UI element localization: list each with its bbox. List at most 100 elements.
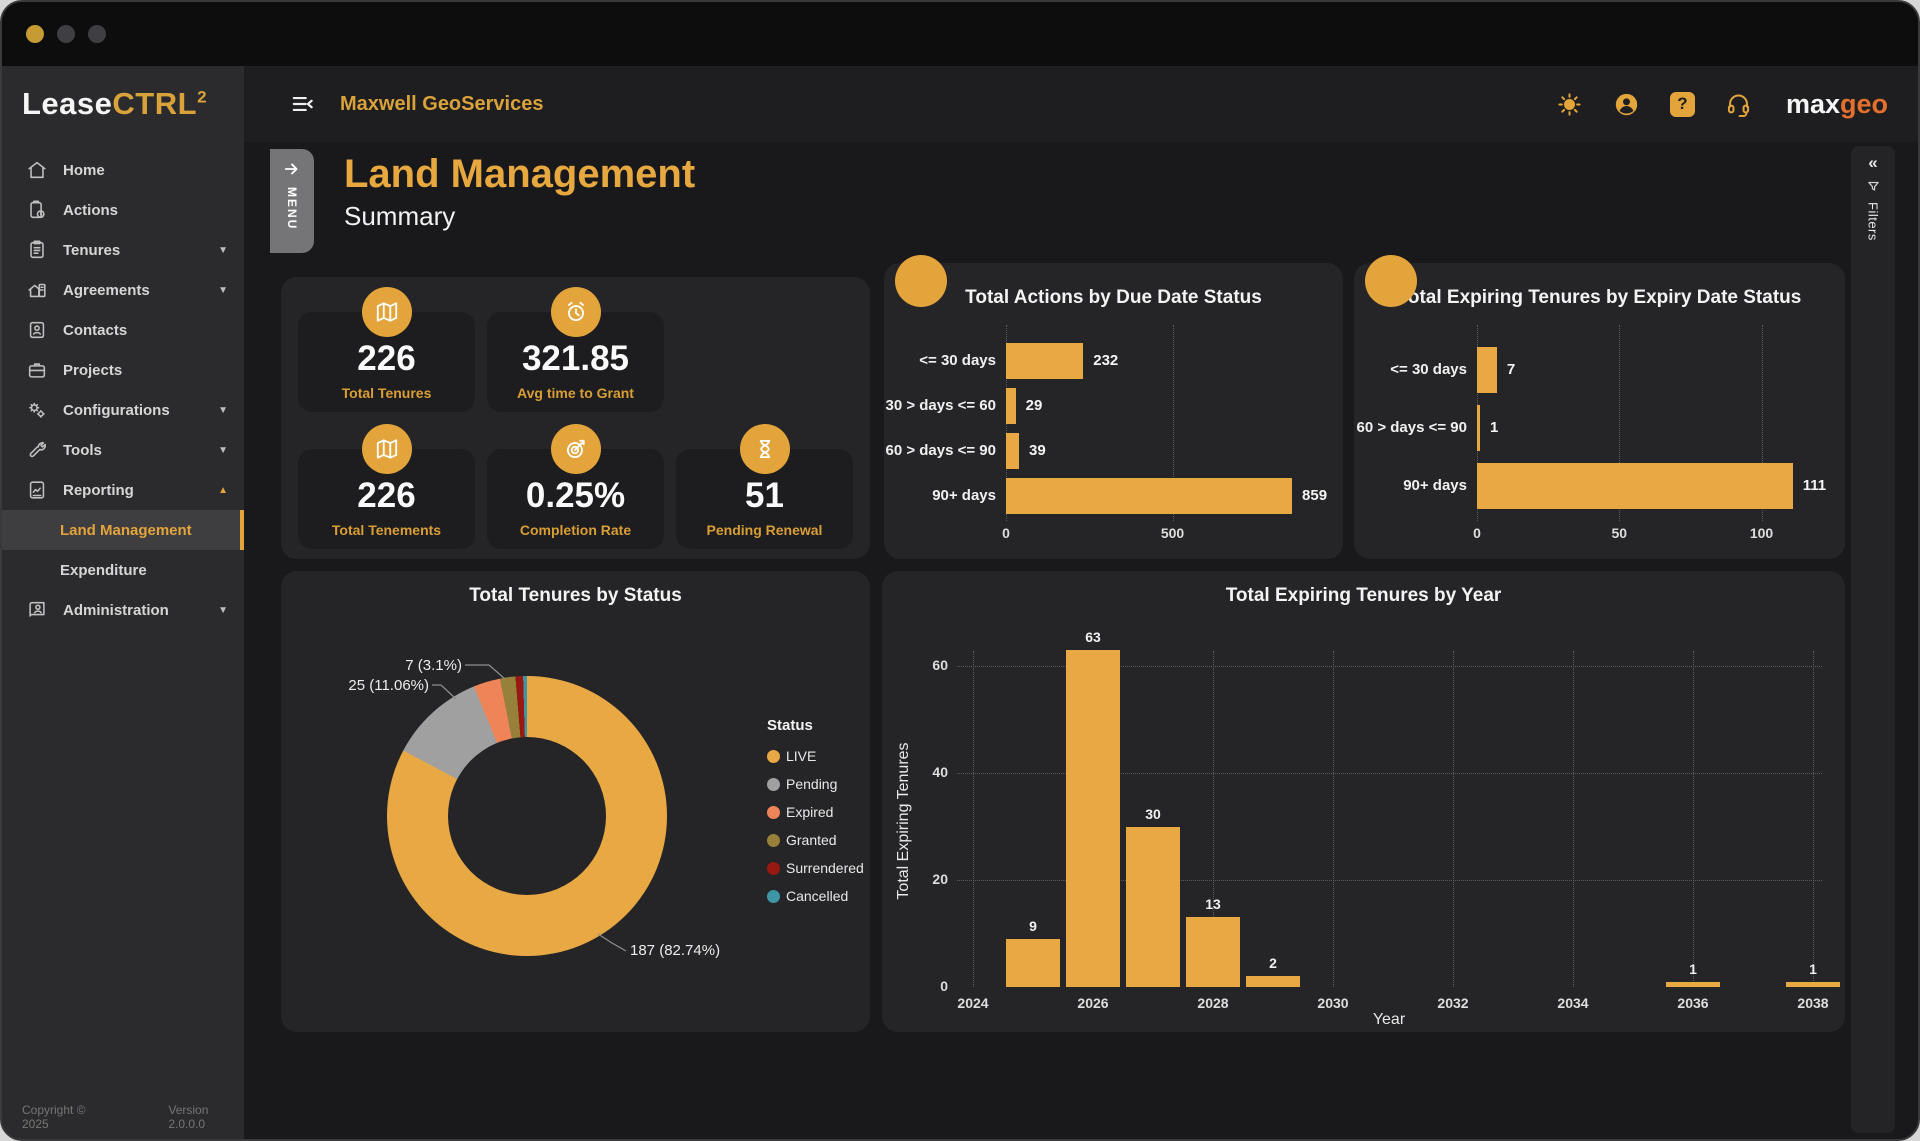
bar-category-label: 90+ days bbox=[1403, 477, 1467, 494]
legend-item-expired[interactable]: Expired bbox=[767, 798, 864, 826]
menu-tab[interactable]: MENU bbox=[270, 149, 314, 253]
user-account-icon[interactable] bbox=[1613, 91, 1640, 118]
x-tick-label: 2026 bbox=[1077, 995, 1109, 1011]
legend-item-live[interactable]: LIVE bbox=[767, 742, 864, 770]
collapse-sidebar-icon[interactable] bbox=[290, 91, 316, 117]
alarm-icon bbox=[550, 287, 601, 337]
x-axis-label: Year bbox=[1372, 1011, 1406, 1028]
sidebar-item-label: Tools bbox=[63, 441, 102, 459]
alarm-icon bbox=[1365, 255, 1417, 307]
sidebar-item-agreements[interactable]: Agreements ▼ bbox=[2, 270, 244, 310]
bar[interactable] bbox=[1186, 917, 1240, 987]
window-minimize-button[interactable] bbox=[57, 25, 75, 43]
bar-category-label: 60 > days <= 90 bbox=[885, 442, 996, 459]
bar[interactable] bbox=[1246, 976, 1300, 987]
theme-toggle-sun-icon[interactable] bbox=[1556, 91, 1583, 118]
administration-icon bbox=[26, 599, 48, 621]
kpi-label: Total Tenements bbox=[331, 522, 442, 538]
bar[interactable] bbox=[1006, 342, 1084, 379]
sidebar-item-label: Projects bbox=[63, 361, 123, 379]
filter-icon[interactable] bbox=[1866, 179, 1881, 194]
help-icon[interactable]: ? bbox=[1669, 91, 1695, 117]
sidebar-item-reporting[interactable]: Reporting ▲ bbox=[2, 470, 244, 510]
bar-value-label: 859 bbox=[1302, 487, 1328, 504]
bar-value-label: 29 bbox=[1025, 397, 1043, 414]
kpi-panel: 226 Total Tenures 321.85 Avg time to Gra… bbox=[281, 277, 870, 559]
sidebar-item-home[interactable]: Home bbox=[2, 150, 244, 190]
bar[interactable] bbox=[1786, 981, 1840, 987]
collapse-filters-icon[interactable]: « bbox=[1868, 153, 1878, 172]
slice-label-pending: 25 (11.06%) bbox=[348, 677, 429, 694]
sidebar-item-expenditure[interactable]: Expenditure bbox=[2, 550, 244, 590]
sidebar-item-actions[interactable]: Actions bbox=[2, 190, 244, 230]
sidebar-item-land-management[interactable]: Land Management bbox=[2, 510, 244, 550]
copyright-text: Copyright © 2025 bbox=[22, 1103, 86, 1131]
x-tick-label: 2032 bbox=[1437, 995, 1469, 1011]
bar-value-label: 2 bbox=[1269, 955, 1277, 972]
tools-icon bbox=[26, 439, 48, 461]
bar[interactable] bbox=[1066, 649, 1120, 987]
x-tick-label: 2034 bbox=[1557, 995, 1589, 1011]
sidebar-item-label: Actions bbox=[63, 201, 119, 219]
kpi-label: Completion Rate bbox=[519, 522, 632, 538]
sidebar-item-label: Tenures bbox=[63, 241, 121, 259]
legend-item-surrendered[interactable]: Surrendered bbox=[767, 854, 864, 882]
bar[interactable] bbox=[1666, 981, 1720, 987]
chart-title: Total Expiring Tenures by Year bbox=[1225, 585, 1502, 606]
kpi-card-pending-renewal: 51 Pending Renewal bbox=[676, 424, 853, 549]
bar-value-label: 39 bbox=[1028, 442, 1046, 459]
sidebar-item-label: Land Management bbox=[60, 521, 192, 539]
legend-item-cancelled[interactable]: Cancelled bbox=[767, 882, 864, 910]
kpi-value: 321.85 bbox=[521, 339, 630, 378]
bar-value-label: 9 bbox=[1029, 917, 1037, 934]
chevron-down-icon: ▼ bbox=[218, 404, 228, 416]
status-legend: Status LIVE Pending Expired Granted Surrende… bbox=[767, 717, 864, 910]
window-close-button[interactable] bbox=[26, 25, 44, 43]
gridline bbox=[1813, 651, 1814, 987]
window-maximize-button[interactable] bbox=[88, 25, 106, 43]
tenures-by-status-chart: Total Tenures by Status 7 (3.1%) 25 (11.… bbox=[281, 571, 870, 1032]
bar[interactable] bbox=[1006, 432, 1019, 469]
legend-color-dot bbox=[767, 889, 780, 903]
bar[interactable] bbox=[1477, 405, 1480, 451]
bar-category-label: 60 > days <= 90 bbox=[1356, 419, 1467, 436]
bar[interactable] bbox=[1477, 463, 1793, 509]
gridline bbox=[1761, 325, 1763, 521]
reporting-icon bbox=[26, 479, 48, 501]
bar[interactable] bbox=[1006, 938, 1060, 987]
gridline bbox=[1213, 651, 1214, 987]
legend-color-dot bbox=[767, 861, 780, 875]
filters-rail: « Filters bbox=[1851, 146, 1895, 1133]
sidebar-item-tenures[interactable]: Tenures ▼ bbox=[2, 230, 244, 270]
filters-tab-label[interactable]: Filters bbox=[1865, 202, 1881, 241]
bar-value-label: 232 bbox=[1093, 352, 1119, 369]
sidebar-item-label: Configurations bbox=[63, 401, 170, 419]
legend-label: Cancelled bbox=[786, 888, 849, 904]
sidebar-item-administration[interactable]: Administration ▼ bbox=[2, 590, 244, 630]
bar[interactable] bbox=[1126, 826, 1180, 987]
bar[interactable] bbox=[1006, 477, 1293, 514]
chevron-down-icon: ▼ bbox=[218, 284, 228, 296]
sidebar-item-tools[interactable]: Tools ▼ bbox=[2, 430, 244, 470]
arrow-right-icon bbox=[284, 163, 298, 175]
legend-item-granted[interactable]: Granted bbox=[767, 826, 864, 854]
expiring-tenures-status-chart: Total Expiring Tenures by Expiry Date St… bbox=[1354, 255, 1845, 559]
bar[interactable] bbox=[1477, 347, 1497, 393]
kpi-label: Pending Renewal bbox=[706, 522, 823, 538]
donut-chart[interactable] bbox=[387, 676, 667, 956]
chevron-down-icon: ▼ bbox=[218, 604, 228, 616]
kpi-value: 51 bbox=[745, 476, 784, 515]
support-headset-icon[interactable] bbox=[1725, 91, 1752, 118]
x-tick-label: 0 bbox=[1002, 525, 1010, 541]
legend-label: Expired bbox=[786, 804, 834, 820]
legend-item-pending[interactable]: Pending bbox=[767, 770, 864, 798]
sidebar-item-configurations[interactable]: Configurations ▼ bbox=[2, 390, 244, 430]
sidebar-item-contacts[interactable]: Contacts bbox=[2, 310, 244, 350]
sidebar-item-projects[interactable]: Projects bbox=[2, 350, 244, 390]
gridline bbox=[1573, 651, 1574, 987]
bar-category-label: <= 30 days bbox=[919, 352, 996, 369]
kpi-card-total-tenures: 226 Total Tenures bbox=[298, 287, 475, 412]
window-titlebar bbox=[2, 2, 1918, 66]
kpi-value: 0.25% bbox=[525, 476, 626, 515]
bar[interactable] bbox=[1006, 387, 1016, 424]
